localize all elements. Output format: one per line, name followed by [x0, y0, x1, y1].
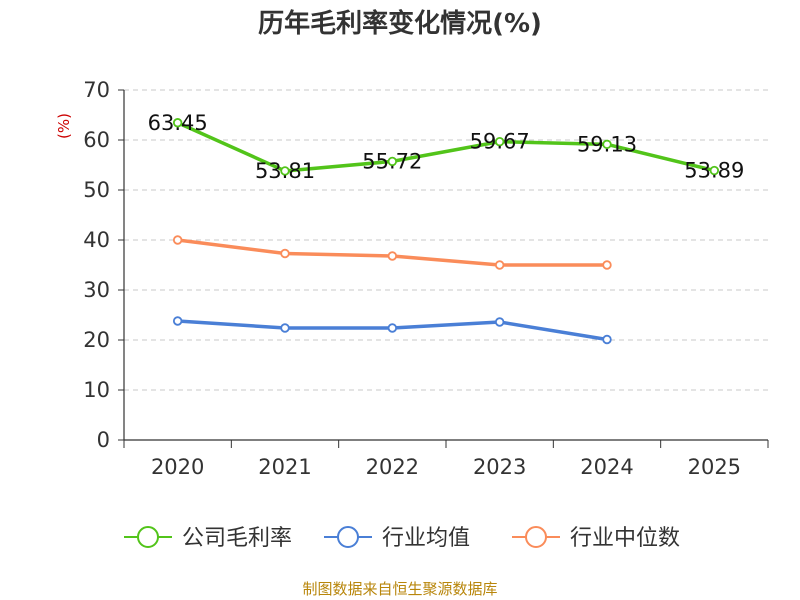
legend-swatch-marker [337, 526, 359, 548]
data-label: 63.45 [148, 111, 208, 135]
legend-swatch-marker [137, 526, 159, 548]
data-point [709, 165, 720, 176]
data-point [280, 166, 290, 176]
y-tick-label: 40 [83, 228, 110, 252]
series-line [175, 121, 717, 173]
legend-swatch-marker [525, 526, 547, 548]
data-point [387, 323, 398, 333]
x-tick-label: 2025 [688, 455, 741, 479]
data-point [602, 260, 612, 270]
x-tick-label: 2024 [580, 455, 633, 479]
data-point [602, 334, 612, 345]
legend-label: 行业中位数 [570, 526, 680, 551]
y-tick-label: 70 [83, 78, 110, 102]
data-point [172, 118, 183, 128]
y-tick-labels: 0 10 20 30 40 50 60 70 [83, 78, 110, 452]
data-label: 55.72 [362, 149, 422, 173]
x-tick-label: 2022 [366, 455, 419, 479]
x-tick-label: 2020 [151, 455, 204, 479]
data-point [602, 139, 612, 150]
data-labels: 63.45 53.81 55.72 59.67 59.13 53.89 [148, 111, 745, 183]
x-tick-labels: 2020 2021 2022 2023 2024 2025 [151, 455, 741, 479]
y-axis-unit-label: (%) [55, 113, 73, 139]
data-point [172, 235, 183, 245]
data-label: 53.89 [684, 159, 744, 183]
chart-title: 历年毛利率变化情况(%) [258, 8, 542, 39]
data-point [172, 316, 183, 326]
legend-label: 行业均值 [382, 526, 470, 551]
y-tick-label: 20 [83, 328, 110, 352]
x-tick-label: 2023 [473, 455, 526, 479]
axes [118, 89, 769, 448]
y-tick-label: 30 [83, 278, 110, 302]
legend: 公司毛利率 行业均值 行业中位数 [124, 526, 680, 551]
series-group [172, 118, 720, 345]
data-point [494, 260, 505, 270]
data-point [494, 136, 505, 147]
data-label: 59.67 [470, 130, 530, 154]
y-tick-label: 50 [83, 178, 110, 202]
data-point [387, 251, 398, 261]
grid-lines [124, 89, 768, 391]
data-point [280, 323, 290, 333]
data-label: 59.13 [577, 132, 637, 156]
x-tick-label: 2021 [258, 455, 311, 479]
data-point [387, 156, 398, 167]
source-note: 制图数据来自恒生聚源数据库 [302, 580, 497, 598]
y-tick-label: 0 [97, 428, 110, 452]
legend-label: 公司毛利率 [182, 526, 292, 551]
data-point [494, 317, 505, 327]
data-label: 53.81 [255, 159, 315, 183]
y-tick-label: 60 [83, 128, 110, 152]
data-point [280, 248, 290, 259]
y-tick-label: 10 [83, 378, 110, 402]
